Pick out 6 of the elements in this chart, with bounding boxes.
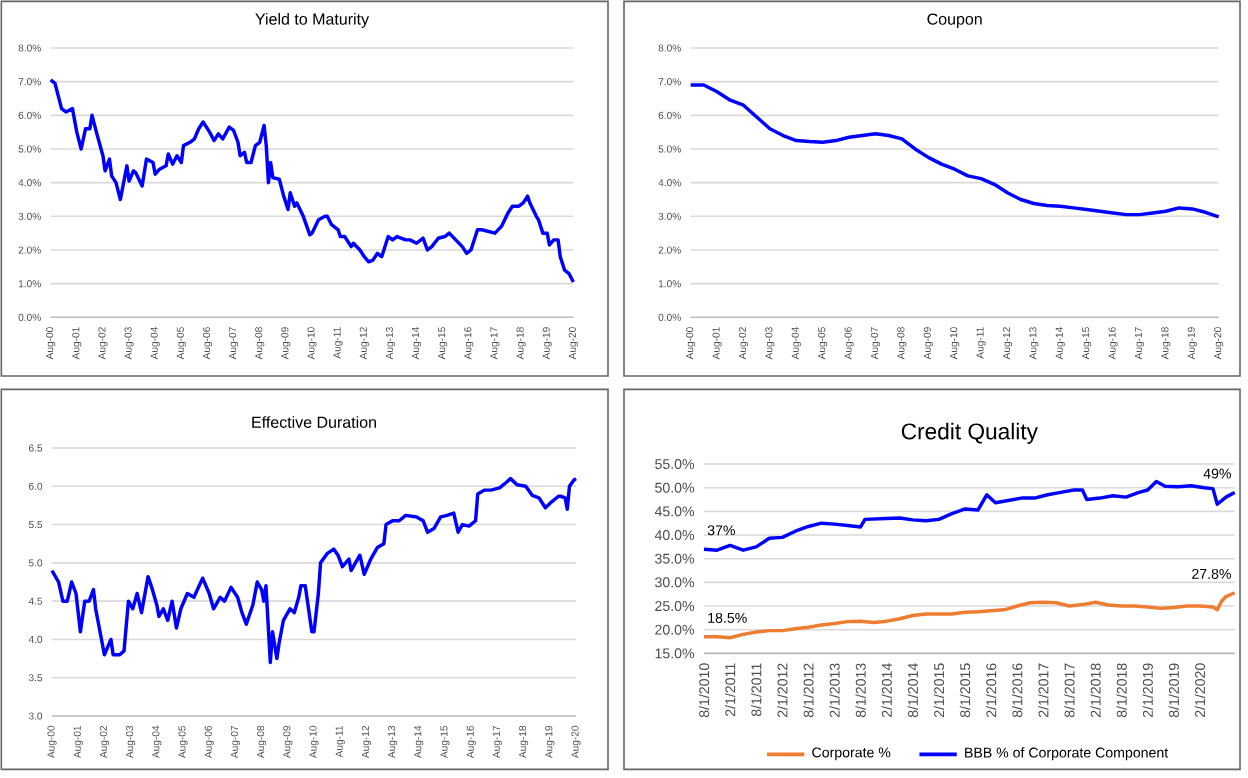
- chart-title: Yield to Maturity: [255, 12, 370, 28]
- line-series: [688, 83, 1221, 219]
- chart-title: Coupon: [927, 13, 982, 28]
- line-series: [50, 476, 578, 665]
- chart-title: Credit Quality: [901, 422, 1038, 444]
- chart-title: Effective Duration: [252, 416, 376, 428]
